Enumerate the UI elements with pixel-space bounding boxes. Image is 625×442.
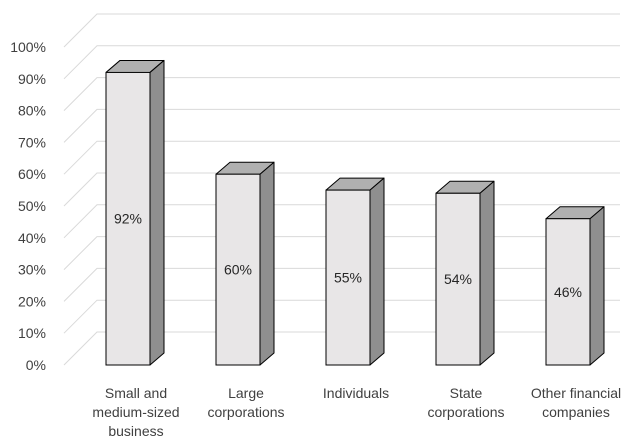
bar-side bbox=[479, 180, 495, 366]
data-label: 54% bbox=[444, 271, 472, 287]
y-tick-label: 60% bbox=[18, 166, 46, 182]
bar: 55% bbox=[325, 177, 385, 366]
x-category-label: Individuals bbox=[323, 385, 389, 401]
bar: 92% bbox=[105, 59, 165, 366]
bar-side bbox=[589, 206, 605, 366]
bar-front bbox=[105, 71, 151, 366]
data-label: 60% bbox=[224, 262, 252, 278]
gridlines bbox=[63, 13, 620, 366]
y-tick-label: 70% bbox=[18, 134, 46, 150]
bar-front bbox=[325, 189, 371, 366]
y-tick-label: 50% bbox=[18, 198, 46, 214]
data-label: 55% bbox=[334, 270, 362, 286]
x-category-label: medium-sized bbox=[92, 404, 179, 420]
y-tick-label: 10% bbox=[18, 325, 46, 341]
y-tick-label: 90% bbox=[18, 71, 46, 87]
gridline bbox=[63, 140, 620, 175]
y-axis-ticks: 0% 10% 20% 30% 40% 50% 60% 70% 80% 90% 100% bbox=[10, 39, 46, 373]
x-category-label: business bbox=[108, 423, 163, 439]
x-category-label: Large bbox=[228, 385, 264, 401]
bar: 54% bbox=[435, 180, 495, 366]
x-category-label: Other financial bbox=[531, 385, 621, 401]
data-label: 92% bbox=[114, 211, 142, 227]
gridline bbox=[63, 108, 620, 143]
bar: 46% bbox=[545, 206, 605, 366]
y-tick-label: 0% bbox=[26, 357, 46, 373]
bar-front bbox=[545, 218, 591, 366]
x-category-label: corporations bbox=[207, 404, 284, 420]
bar-side bbox=[149, 59, 165, 366]
gridline bbox=[63, 172, 620, 207]
y-tick-label: 20% bbox=[18, 293, 46, 309]
x-category-label: corporations bbox=[427, 404, 504, 420]
y-tick-label: 100% bbox=[10, 39, 46, 55]
x-category-label: State bbox=[450, 385, 483, 401]
x-axis-categories: Small and medium-sized business Large corpor… bbox=[92, 385, 621, 439]
bar-side bbox=[259, 161, 275, 366]
bars: 92% 60% 55% 54% 46% bbox=[105, 59, 605, 366]
x-category-label: companies bbox=[542, 404, 610, 420]
x-category-label: Small and bbox=[105, 385, 167, 401]
bar: 60% bbox=[215, 161, 275, 366]
bar-front bbox=[215, 173, 261, 366]
y-tick-label: 40% bbox=[18, 230, 46, 246]
bar-side bbox=[369, 177, 385, 366]
bar-front bbox=[435, 192, 481, 366]
gridline bbox=[63, 13, 620, 48]
gridline bbox=[63, 77, 620, 111]
y-tick-label: 30% bbox=[18, 262, 46, 278]
gridline bbox=[63, 45, 620, 80]
y-tick-label: 80% bbox=[18, 103, 46, 119]
data-label: 46% bbox=[554, 284, 582, 300]
